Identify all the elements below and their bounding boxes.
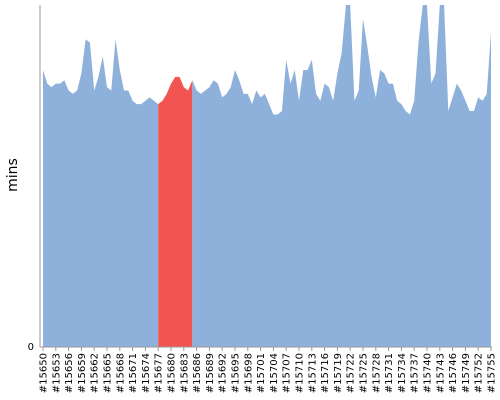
x-tick-label: #15671 [128,353,139,393]
x-tick-label: #15716 [320,353,331,393]
x-tick-label: #15665 [103,353,114,393]
x-tick-label: #15686 [192,353,203,393]
x-tick-label: #15674 [141,353,152,393]
x-tick-label: #15734 [397,353,408,393]
x-tick-label: #15731 [384,353,395,393]
series-area-before-highlight [43,39,159,347]
x-tick-label: #15677 [154,353,165,393]
x-tick-label: #15656 [64,353,75,393]
x-tick-label: #15653 [51,353,62,393]
x-tick-label: #15698 [243,353,254,393]
x-tick-label: #15650 [39,353,50,393]
x-tick-label: #15689 [205,353,216,393]
x-tick-label: #15662 [90,353,101,393]
x-tick-label: #15683 [179,353,190,393]
x-tick-label: #15701 [256,353,267,393]
series-area-highlight [158,76,193,347]
x-tick-label: #15719 [333,353,344,393]
series-area-after-highlight [192,5,491,347]
x-tick-label: #15713 [307,353,318,393]
x-tick-label: #15710 [295,353,306,393]
x-tick-label: #15668 [115,353,126,393]
x-tick-label: #15728 [371,353,382,393]
x-tick-label: #15743 [435,353,446,393]
y-axis-title: mins [5,158,21,192]
x-tick-label: #15740 [423,353,434,393]
x-tick-label: #15746 [448,353,459,393]
y-tick-label: 0 [28,342,34,353]
x-tick-label: #15749 [461,353,472,393]
plot-area [43,5,491,347]
x-tick-label: #15755 [487,353,498,393]
x-tick-label: #15725 [359,353,370,393]
x-tick-label: #15707 [282,353,293,393]
x-tick-label: #15695 [231,353,242,393]
x-tick-label: #15704 [269,353,280,393]
y-axis-ticks: 0 [28,342,34,353]
x-tick-label: #15680 [167,353,178,393]
x-axis-ticks: #15650 #15653 #15656 #15659 #15662 #15665 #156… [39,347,498,393]
x-tick-label: #15692 [218,353,229,393]
x-tick-label: #15722 [346,353,357,393]
x-tick-label: #15659 [77,353,88,393]
x-tick-label: #15737 [410,353,421,393]
x-tick-label: #15752 [474,353,485,393]
